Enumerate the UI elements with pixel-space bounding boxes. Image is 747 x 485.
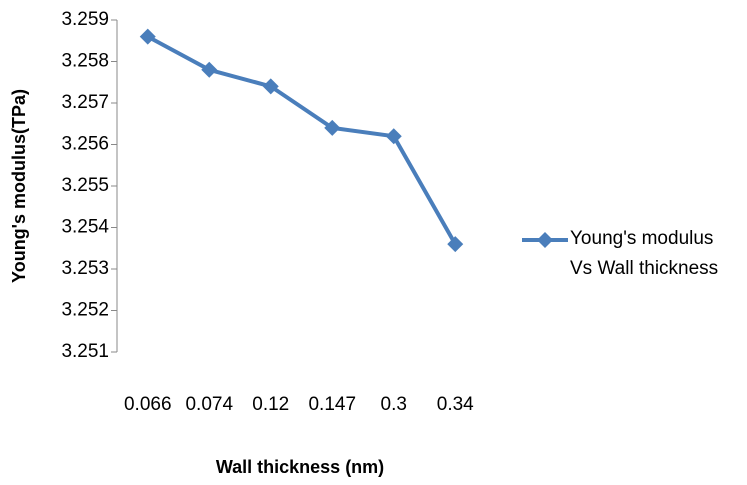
point-marker [139,28,156,45]
y-tick-label: 3.253 [61,258,109,279]
series-line [146,34,457,246]
y-tick-label: 3.251 [61,341,109,362]
legend-marker [537,232,553,248]
point-marker [324,119,341,136]
y-tick-label: 3.259 [61,9,109,30]
y-tick-label: 3.257 [61,92,109,113]
y-tick-label: 3.256 [61,134,109,155]
x-tick-label: 0.074 [185,394,233,415]
point-marker [201,61,218,78]
point-marker [385,128,402,145]
point-marker [262,78,279,95]
y-tick-label: 3.252 [61,300,109,321]
y-tick-label: 3.254 [61,217,109,238]
x-tick-label: 0.066 [124,394,172,415]
x-tick-label: 0.3 [381,394,407,415]
y-tick-label: 3.255 [61,175,109,196]
point-marker [447,236,464,253]
x-axis-title: Wall thickness (nm) [216,457,384,477]
y-tick-label: 3.258 [61,51,109,72]
y-axis-title: Young's modulus(TPa) [9,89,29,283]
legend-label: Young's modulus Vs Wall thickness [570,228,719,279]
x-tick-label: 0.147 [308,394,356,415]
x-tick-label: 0.34 [437,394,474,415]
x-tick-label: 0.12 [252,394,289,415]
